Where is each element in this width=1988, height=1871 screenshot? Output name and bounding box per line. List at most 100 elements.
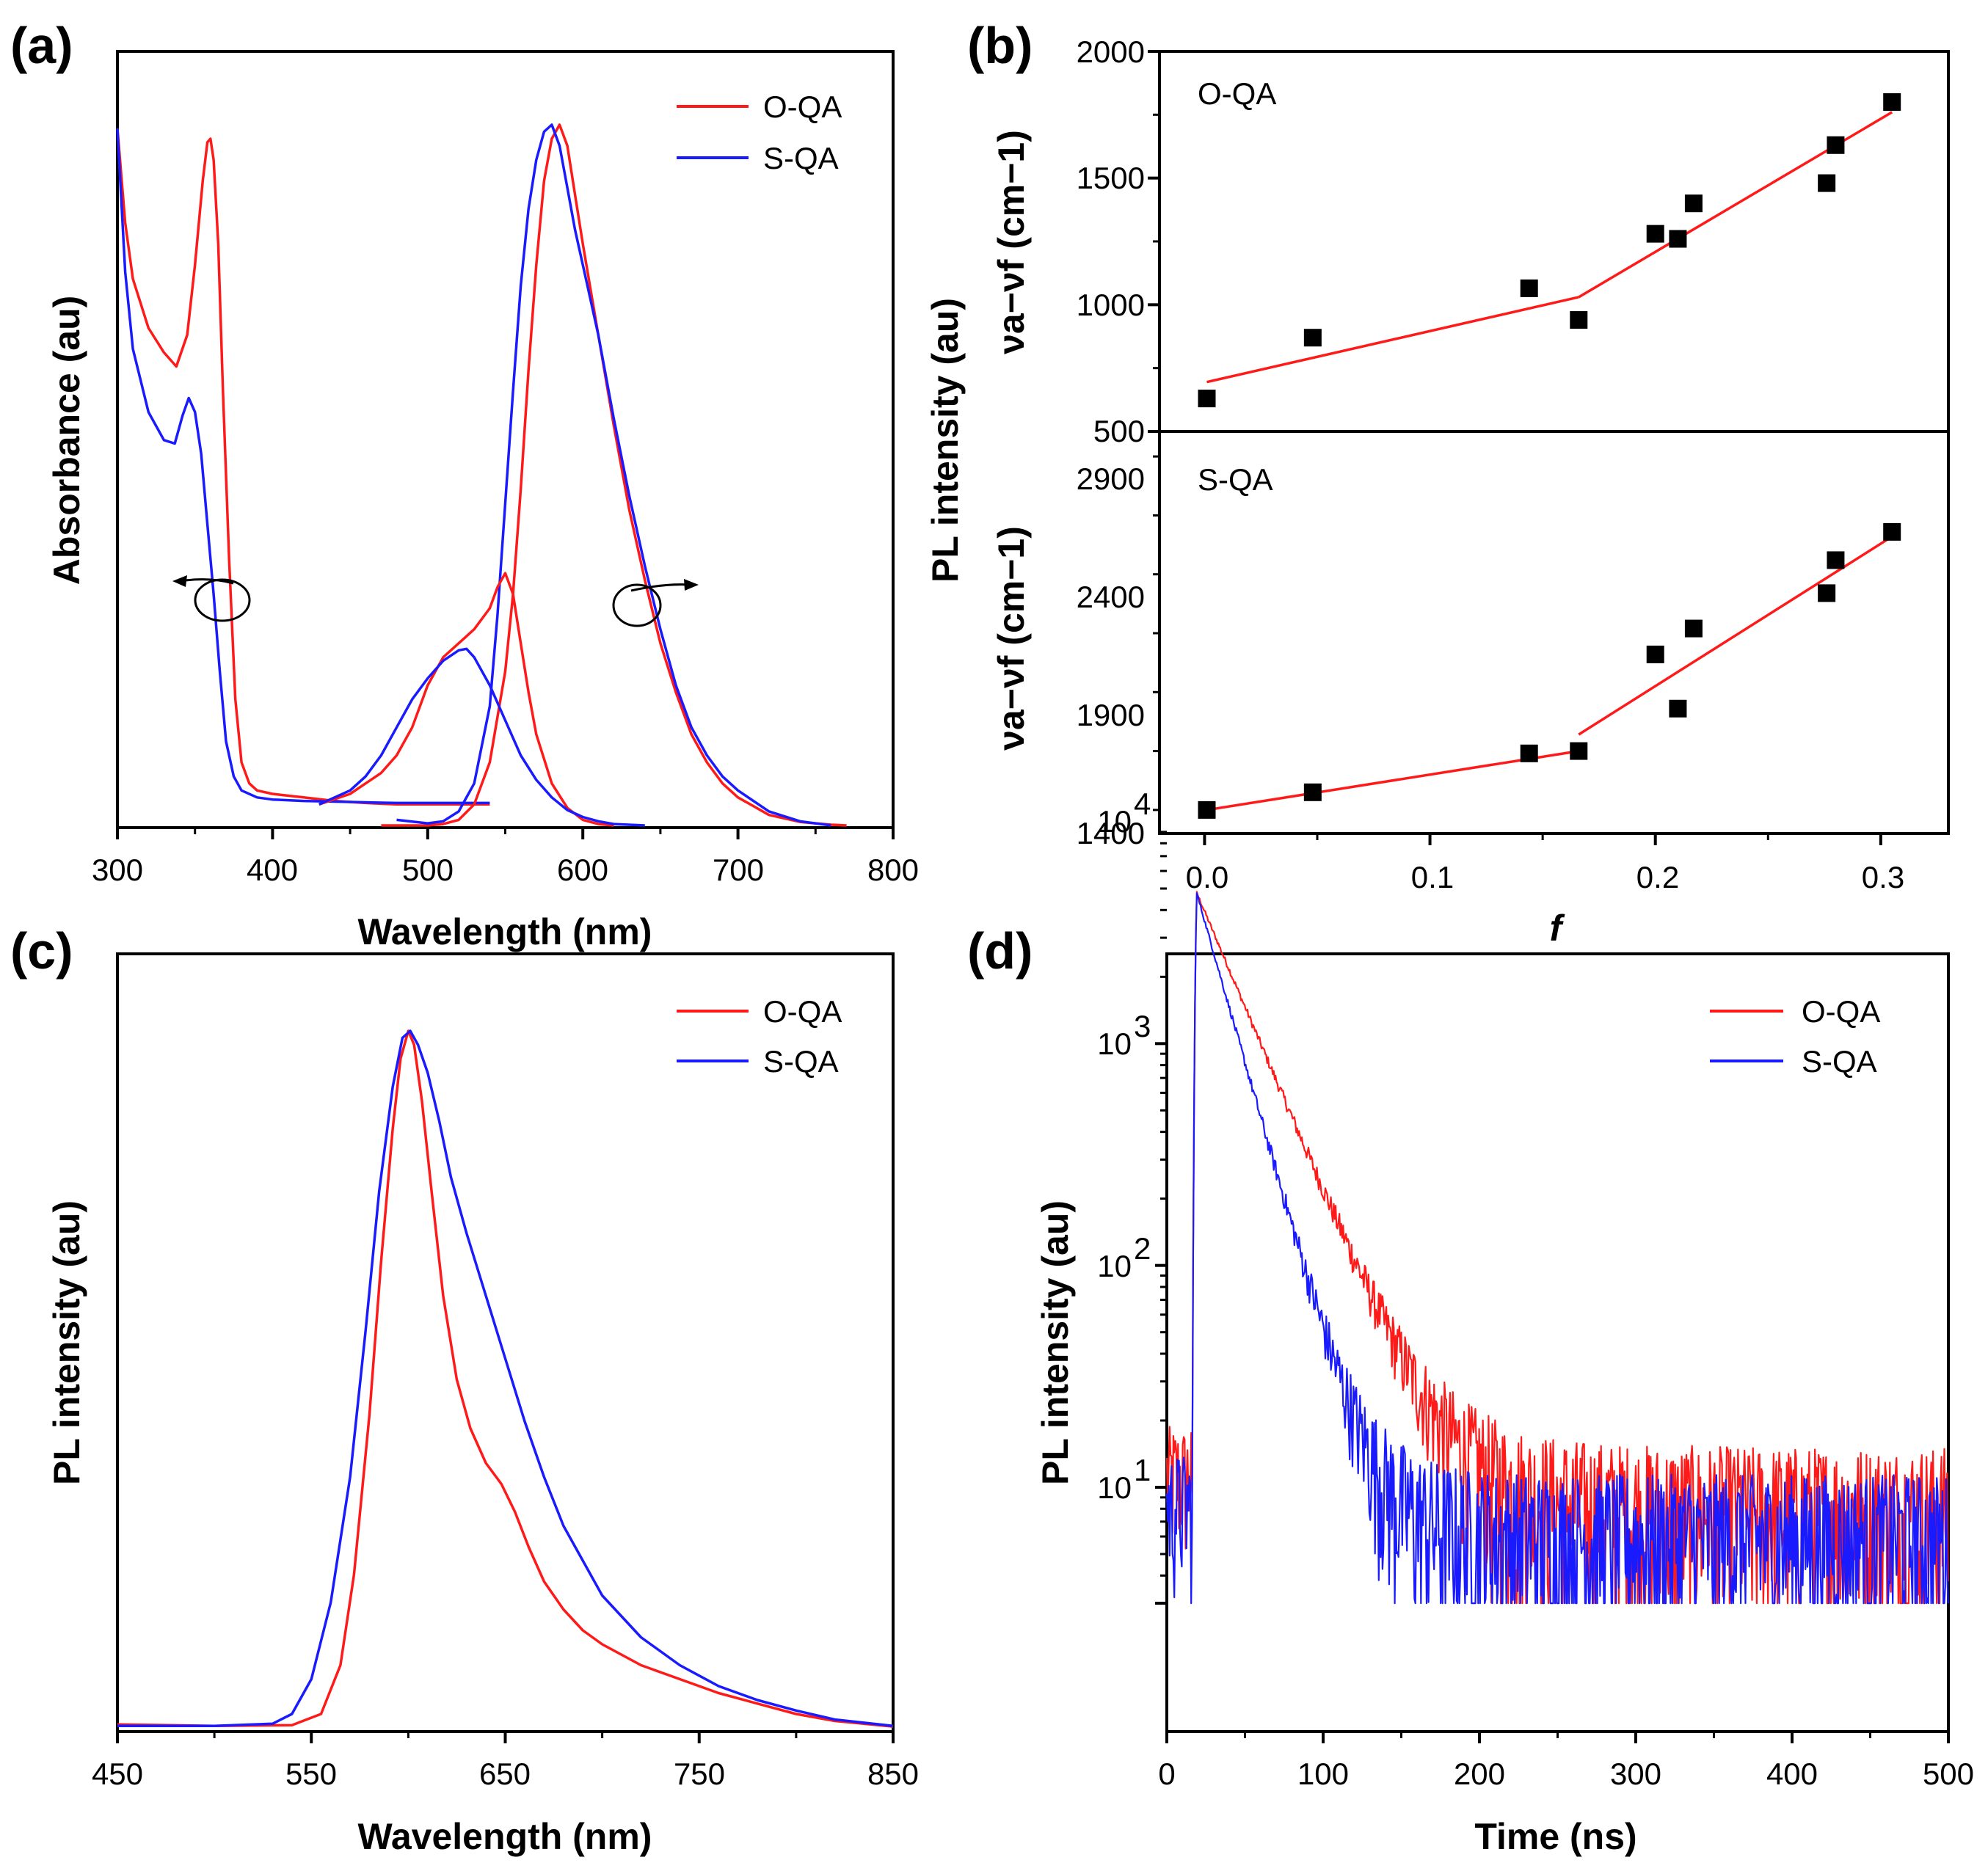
y-tick-base: 10 bbox=[1097, 1470, 1132, 1505]
series-line-s-qa-fluorescence bbox=[396, 123, 831, 827]
panel-b-top-subplot-label: O-QA bbox=[1198, 76, 1276, 111]
fit-line bbox=[1206, 296, 1579, 384]
x-tick-label: 300 bbox=[1610, 1757, 1661, 1791]
y-tick-label: 2400 bbox=[1077, 580, 1145, 614]
x-tick-label: 300 bbox=[92, 853, 143, 887]
panel-label-d: (d) bbox=[967, 922, 1033, 980]
data-point-square bbox=[1669, 230, 1687, 248]
x-tick-label: 650 bbox=[479, 1757, 531, 1791]
panel-b-top-y-axis-title: νa−νf (cm−1) bbox=[991, 130, 1032, 354]
x-tick-label: 200 bbox=[1454, 1757, 1505, 1791]
panel-b-stokes-shift-chart: (b) O-QA S-QA 500 1000 1500 2000 1400 19… bbox=[925, 17, 1950, 949]
x-tick-label: 800 bbox=[867, 853, 919, 887]
panel-d-decay-chart: (d) 101 102 103 104 0 100 200 300 400 50… bbox=[967, 787, 1974, 1857]
x-tick-label: 0 bbox=[1158, 1757, 1175, 1791]
data-point-square bbox=[1669, 699, 1687, 718]
panel-d-x-tick-labels: 0 100 200 300 400 500 bbox=[1158, 1757, 1974, 1791]
data-point-square bbox=[1883, 522, 1901, 541]
panel-c-legend: O-QA S-QA bbox=[677, 994, 842, 1079]
ellipse-annotation-right bbox=[612, 583, 662, 627]
x-tick-label: 100 bbox=[1297, 1757, 1349, 1791]
x-tick-label: 500 bbox=[1923, 1757, 1974, 1791]
y-tick-base: 10 bbox=[1097, 1026, 1132, 1061]
panel-b-top-y-tick-labels: 500 1000 1500 2000 bbox=[1077, 34, 1145, 448]
x-tick-label: 0.3 bbox=[1862, 860, 1904, 894]
y-tick-label-10-2: 102 bbox=[1097, 1231, 1151, 1283]
legend-label-o-qa: O-QA bbox=[763, 994, 842, 1029]
right-axis-indicator-annotation bbox=[612, 579, 699, 627]
y-tick-base: 10 bbox=[1097, 804, 1132, 839]
data-point-square bbox=[1303, 329, 1322, 347]
panel-label-c: (c) bbox=[10, 922, 73, 980]
panel-d-legend: O-QA S-QA bbox=[1710, 994, 1880, 1079]
y-tick-base: 10 bbox=[1097, 1249, 1132, 1283]
data-point-square bbox=[1646, 645, 1664, 663]
left-axis-indicator-annotation bbox=[172, 575, 251, 622]
x-tick-label: 750 bbox=[674, 1757, 725, 1791]
x-tick-label: 700 bbox=[713, 853, 764, 887]
panel-a-y-axis-title: Absorbance (au) bbox=[46, 296, 87, 586]
series-line-o-qa bbox=[117, 1029, 894, 1728]
x-tick-label: 500 bbox=[402, 853, 454, 887]
x-tick-label: 0.2 bbox=[1636, 860, 1679, 894]
data-point-square bbox=[1827, 551, 1845, 569]
series-line-o-qa-fluorescence bbox=[381, 123, 847, 827]
panel-c-pl-spectra-chart: (c) 450 550 650 750 850 Wavelength (nm) … bbox=[10, 922, 919, 1857]
legend-label-o-qa: O-QA bbox=[1802, 994, 1880, 1029]
x-tick-label: 600 bbox=[557, 853, 608, 887]
x-tick-label: 550 bbox=[285, 1757, 337, 1791]
data-point-square bbox=[1570, 311, 1588, 329]
data-point-square bbox=[1198, 390, 1216, 408]
panel-d-x-axis-title: Time (ns) bbox=[1474, 1816, 1636, 1857]
y-tick-label: 1400 bbox=[1077, 816, 1145, 850]
data-point-square bbox=[1520, 744, 1538, 762]
y-tick-exponent: 4 bbox=[1134, 787, 1151, 821]
data-point-square bbox=[1883, 93, 1901, 112]
panel-d-series bbox=[1165, 891, 1949, 1605]
legend-label-s-qa: S-QA bbox=[763, 1044, 839, 1079]
panel-c-x-tick-labels: 450 550 650 750 850 bbox=[92, 1757, 919, 1791]
legend-label-s-qa: S-QA bbox=[1802, 1044, 1877, 1079]
panel-b-x-axis-title: f bbox=[1550, 908, 1565, 949]
x-tick-label: 450 bbox=[92, 1757, 143, 1791]
panel-c-series bbox=[117, 1029, 894, 1728]
panel-a-absorbance-fluorescence-chart: (a) 300 400 500 600 700 800 Wavelength (… bbox=[10, 17, 919, 952]
y-tick-label: 2000 bbox=[1077, 34, 1145, 69]
panel-a-x-axis-title: Wavelength (nm) bbox=[358, 911, 652, 952]
panel-d-y-axis-title: PL intensity (au) bbox=[1035, 1200, 1076, 1485]
panel-d-ticks bbox=[1155, 831, 1950, 1743]
data-point-square bbox=[1827, 136, 1845, 154]
series-line-s-qa-absorbance bbox=[116, 128, 490, 805]
panel-c-x-axis-title: Wavelength (nm) bbox=[358, 1816, 652, 1857]
series-line-s-qa bbox=[117, 1029, 894, 1727]
fit-line bbox=[1578, 535, 1893, 736]
y-tick-label: 2900 bbox=[1077, 462, 1145, 496]
arrow-right-head-icon bbox=[684, 579, 699, 591]
panel-b-bottom-subplot-label: S-QA bbox=[1198, 462, 1273, 497]
data-point-square bbox=[1684, 194, 1703, 213]
y-tick-label-10-4: 104 bbox=[1097, 787, 1151, 839]
y-tick-exponent: 1 bbox=[1134, 1453, 1151, 1487]
panel-b-bottom-y-tick-labels: 1400 1900 2400 2900 bbox=[1077, 462, 1145, 850]
series-line-o-qa bbox=[1165, 891, 1949, 1605]
series-line-s-qa bbox=[1165, 892, 1949, 1605]
panel-label-b: (b) bbox=[967, 17, 1033, 74]
data-point-square bbox=[1520, 279, 1538, 297]
panel-c-y-axis-title: PL intensity (au) bbox=[46, 1200, 87, 1485]
series-line-o-qa-absorbance-band bbox=[318, 572, 614, 827]
series-line-s-qa-absorbance-band bbox=[318, 647, 645, 827]
fit-line bbox=[1206, 749, 1579, 812]
y-tick-label: 1000 bbox=[1077, 288, 1145, 322]
legend-label-o-qa: O-QA bbox=[763, 90, 842, 124]
data-point-square bbox=[1646, 225, 1664, 243]
legend-label-s-qa: S-QA bbox=[763, 141, 839, 175]
panel-a-legend: O-QA S-QA bbox=[677, 90, 842, 175]
panel-label-a: (a) bbox=[10, 17, 73, 74]
y-tick-exponent: 3 bbox=[1134, 1009, 1151, 1043]
panel-b-x-tick-labels: 0.0 0.1 0.2 0.3 bbox=[1186, 860, 1904, 894]
data-point-square bbox=[1818, 174, 1836, 192]
data-point-square bbox=[1818, 584, 1836, 602]
panel-c-ticks bbox=[116, 1732, 895, 1743]
panel-b-marks bbox=[1198, 93, 1901, 819]
